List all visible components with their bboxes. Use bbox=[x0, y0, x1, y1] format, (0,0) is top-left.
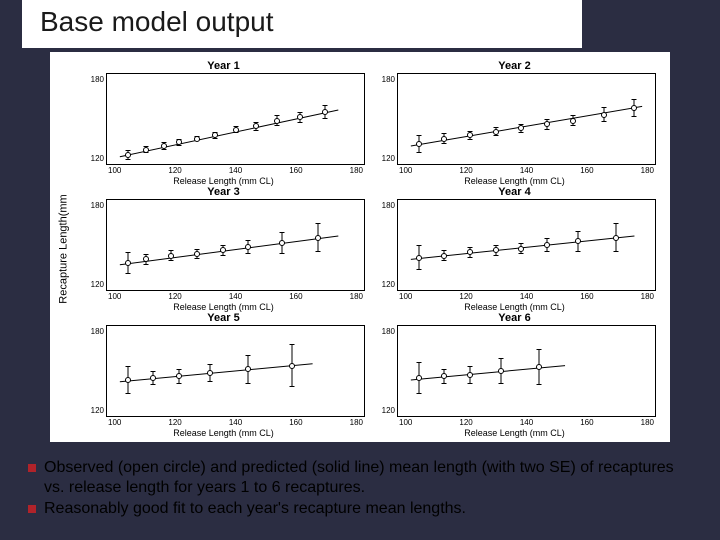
subplot-title: Year 1 bbox=[82, 60, 365, 72]
data-point bbox=[279, 240, 285, 246]
data-point bbox=[220, 247, 226, 253]
chart-panel: Recapture Length(mm Year 118012010012014… bbox=[50, 52, 670, 442]
plot-area bbox=[397, 325, 656, 417]
caption-text-2: Reasonably good fit to each year's recap… bbox=[44, 499, 466, 520]
subplot-year-3: Year 3180120100120140160180Release Lengt… bbox=[78, 186, 369, 312]
y-ticks: 180120 bbox=[373, 199, 397, 291]
plot-area bbox=[397, 73, 656, 165]
data-point bbox=[493, 129, 499, 135]
caption-block: Observed (open circle) and predicted (so… bbox=[28, 458, 692, 520]
data-point bbox=[274, 118, 280, 124]
data-point bbox=[322, 109, 328, 115]
data-point bbox=[498, 368, 504, 374]
data-point bbox=[536, 364, 542, 370]
data-point bbox=[245, 244, 251, 250]
data-point bbox=[194, 251, 200, 257]
subplot-title: Year 6 bbox=[373, 312, 656, 324]
data-point bbox=[518, 125, 524, 131]
caption-bullet-1: Observed (open circle) and predicted (so… bbox=[28, 458, 692, 500]
subplot-year-6: Year 6180120100120140160180Release Lengt… bbox=[369, 312, 660, 438]
data-point bbox=[176, 373, 182, 379]
data-point bbox=[233, 127, 239, 133]
data-point bbox=[143, 256, 149, 262]
data-point bbox=[289, 363, 295, 369]
data-point bbox=[441, 136, 447, 142]
x-ticks: 100120140160180 bbox=[397, 165, 656, 175]
data-point bbox=[245, 366, 251, 372]
data-point bbox=[416, 375, 422, 381]
data-point bbox=[176, 139, 182, 145]
y-axis-label-column: Recapture Length(mm bbox=[50, 60, 78, 438]
data-point bbox=[544, 121, 550, 127]
bullet-square-icon bbox=[28, 505, 36, 513]
data-point bbox=[150, 375, 156, 381]
y-ticks: 180120 bbox=[373, 73, 397, 165]
y-ticks: 180120 bbox=[82, 199, 106, 291]
subplot-year-1: Year 1180120100120140160180Release Lengt… bbox=[78, 60, 369, 186]
data-point bbox=[125, 260, 131, 266]
data-point bbox=[253, 123, 259, 129]
data-point bbox=[441, 373, 447, 379]
subplot-year-5: Year 5180120100120140160180Release Lengt… bbox=[78, 312, 369, 438]
plot-area bbox=[397, 199, 656, 291]
data-point bbox=[613, 235, 619, 241]
data-point bbox=[207, 370, 213, 376]
title-bar: Base model output bbox=[22, 0, 582, 48]
caption-bullet-2: Reasonably good fit to each year's recap… bbox=[28, 499, 692, 520]
data-point bbox=[631, 105, 637, 111]
data-point bbox=[143, 147, 149, 153]
bullet-square-icon bbox=[28, 464, 36, 472]
data-point bbox=[467, 249, 473, 255]
slide-title: Base model output bbox=[40, 6, 564, 38]
data-point bbox=[161, 143, 167, 149]
data-point bbox=[125, 152, 131, 158]
y-axis-label: Recapture Length(mm bbox=[58, 194, 70, 303]
x-axis-label: Release Length (mm CL) bbox=[373, 428, 656, 438]
subplot-title: Year 5 bbox=[82, 312, 365, 324]
y-ticks: 180120 bbox=[82, 325, 106, 417]
x-axis-label: Release Length (mm CL) bbox=[373, 302, 656, 312]
data-point bbox=[544, 242, 550, 248]
x-ticks: 100120140160180 bbox=[106, 165, 365, 175]
data-point bbox=[416, 141, 422, 147]
x-ticks: 100120140160180 bbox=[397, 291, 656, 301]
data-point bbox=[194, 136, 200, 142]
caption-text-1: Observed (open circle) and predicted (so… bbox=[44, 458, 692, 500]
subplot-year-4: Year 4180120100120140160180Release Lengt… bbox=[369, 186, 660, 312]
x-ticks: 100120140160180 bbox=[106, 417, 365, 427]
data-point bbox=[416, 255, 422, 261]
data-point bbox=[467, 372, 473, 378]
data-point bbox=[315, 235, 321, 241]
x-ticks: 100120140160180 bbox=[397, 417, 656, 427]
x-ticks: 100120140160180 bbox=[106, 291, 365, 301]
x-axis-label: Release Length (mm CL) bbox=[82, 176, 365, 186]
subplot-year-2: Year 2180120100120140160180Release Lengt… bbox=[369, 60, 660, 186]
data-point bbox=[441, 253, 447, 259]
data-point bbox=[125, 377, 131, 383]
data-point bbox=[168, 253, 174, 259]
data-point bbox=[575, 238, 581, 244]
subplot-title: Year 3 bbox=[82, 186, 365, 198]
subplot-title: Year 4 bbox=[373, 186, 656, 198]
x-axis-label: Release Length (mm CL) bbox=[82, 302, 365, 312]
plot-area bbox=[106, 199, 365, 291]
y-ticks: 180120 bbox=[373, 325, 397, 417]
plot-area bbox=[106, 325, 365, 417]
y-ticks: 180120 bbox=[82, 73, 106, 165]
x-axis-label: Release Length (mm CL) bbox=[82, 428, 365, 438]
data-point bbox=[297, 114, 303, 120]
x-axis-label: Release Length (mm CL) bbox=[373, 176, 656, 186]
data-point bbox=[518, 246, 524, 252]
data-point bbox=[212, 132, 218, 138]
data-point bbox=[570, 118, 576, 124]
subplot-title: Year 2 bbox=[373, 60, 656, 72]
plot-area bbox=[106, 73, 365, 165]
data-point bbox=[601, 112, 607, 118]
data-point bbox=[467, 132, 473, 138]
data-point bbox=[493, 247, 499, 253]
